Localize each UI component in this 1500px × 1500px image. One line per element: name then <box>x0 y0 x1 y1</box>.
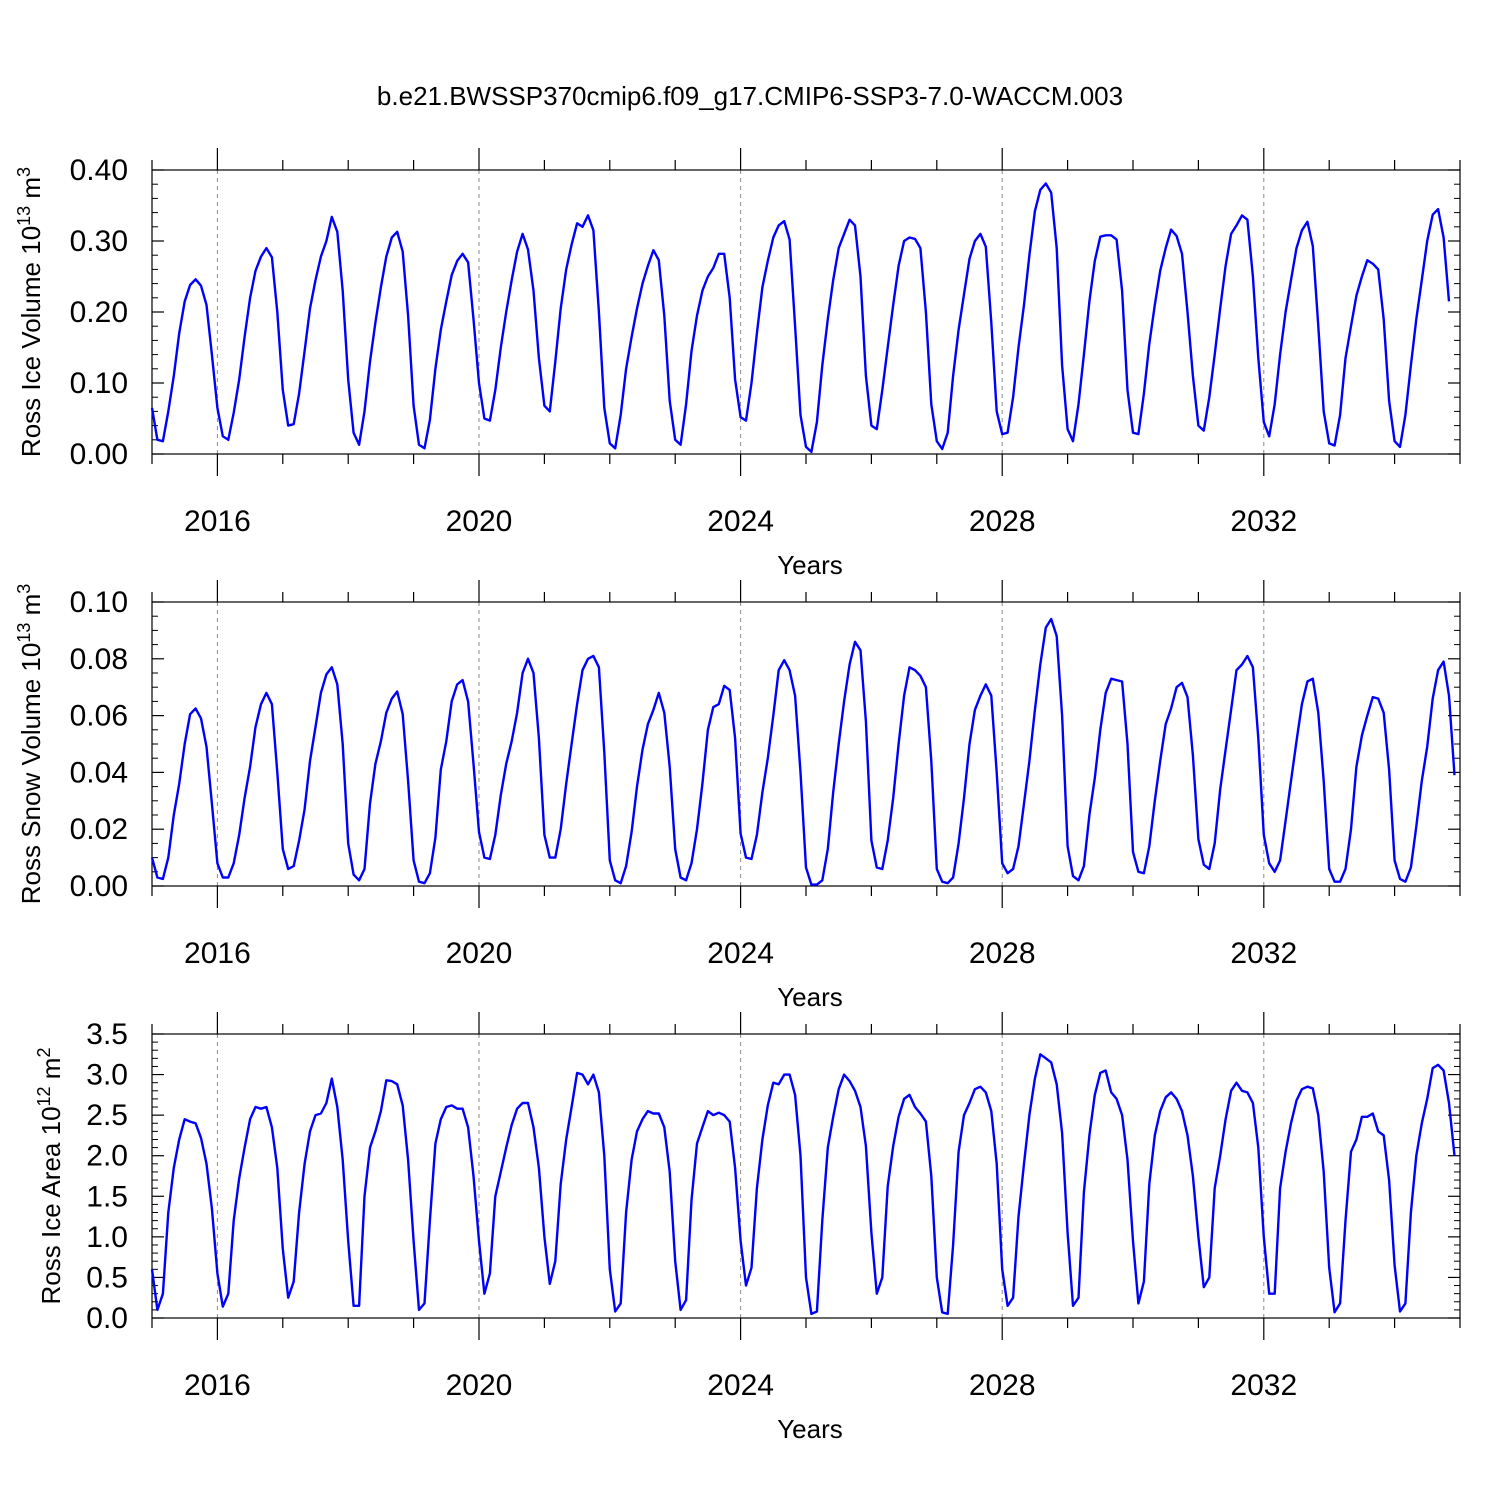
y-tick-label: 2.0 <box>86 1140 128 1173</box>
x-tick-label: 2032 <box>1230 505 1297 538</box>
y-axis-title-part: Ross Ice Area 10 <box>36 1106 66 1304</box>
x-tick-label: 2020 <box>446 1369 513 1402</box>
y-axis-title-part: Ross Snow Volume 10 <box>16 643 46 905</box>
chart-title: b.e21.BWSSP370cmip6.f09_g17.CMIP6-SSP3-7… <box>377 81 1123 111</box>
series-line-ross-snow-volume <box>150 617 1456 886</box>
y-tick-label: 0.00 <box>70 438 128 471</box>
x-tick-label: 2016 <box>184 505 251 538</box>
x-tick-label: 2016 <box>184 937 251 970</box>
y-tick-label: 1.0 <box>86 1221 128 1254</box>
x-tick-label: 2032 <box>1230 1369 1297 1402</box>
y-tick-label: 3.0 <box>86 1059 128 1092</box>
y-axis-title-part: 12 <box>34 1086 54 1106</box>
x-axis-title: Years <box>777 982 843 1012</box>
x-tick-label: 2020 <box>446 937 513 970</box>
x-tick-label: 2028 <box>969 937 1036 970</box>
x-axis-title: Years <box>777 1414 843 1444</box>
panel-2: 0.00 0.02 0.04 0.06 0.08 0.10 2016 2020 2024 2028… <box>14 580 1461 1012</box>
y-axis-title-part: 2 <box>34 1048 54 1058</box>
x-tick-label: 2028 <box>969 505 1036 538</box>
y-tick-label: 1.5 <box>86 1180 128 1213</box>
y-tick-label: 0.08 <box>70 643 128 676</box>
x-tick-label: 2024 <box>707 505 774 538</box>
panel-3: 0.0 0.5 1.0 1.5 2.0 2.5 3.0 3.5 2016 2020 2024 2028… <box>34 1012 1461 1444</box>
x-axis-title: Years <box>777 550 843 580</box>
y-axis-title-part: m <box>16 594 46 623</box>
x-tick-label: 2016 <box>184 1369 251 1402</box>
y-axis-title-part: m <box>16 177 46 206</box>
y-tick-label: 0.10 <box>70 367 128 400</box>
series-line-ross-ice-volume <box>150 182 1451 454</box>
y-tick-label: 2.5 <box>86 1099 128 1132</box>
series-line-ross-ice-area <box>150 1053 1456 1316</box>
x-tick-label: 2032 <box>1230 937 1297 970</box>
y-tick-label: 0.04 <box>70 756 128 789</box>
y-axis-title: Ross Ice Volume 1013 m3 <box>14 167 46 457</box>
y-axis-title-part: m <box>36 1058 66 1087</box>
y-axis-title-part: 3 <box>14 167 34 177</box>
y-axis-title-part: 3 <box>14 584 34 594</box>
y-axis-title-part: 13 <box>14 206 34 226</box>
x-tick-label: 2024 <box>707 937 774 970</box>
y-tick-label: 0.5 <box>86 1261 128 1294</box>
y-axis-title-part: Ross Ice Volume 10 <box>16 226 46 457</box>
y-tick-label: 3.5 <box>86 1018 128 1051</box>
y-axis-title: Ross Ice Area 1012 m2 <box>34 1048 66 1305</box>
y-tick-label: 0.10 <box>70 586 128 619</box>
y-tick-label: 0.02 <box>70 813 128 846</box>
y-tick-label: 0.30 <box>70 225 128 258</box>
y-axis-title: Ross Snow Volume 1013 m3 <box>14 584 46 905</box>
y-tick-label: 0.40 <box>70 154 128 187</box>
y-axis-title-part: 13 <box>14 623 34 643</box>
x-tick-label: 2020 <box>446 505 513 538</box>
y-tick-label: 0.06 <box>70 700 128 733</box>
x-tick-label: 2028 <box>969 1369 1036 1402</box>
panel-1: 0.00 0.10 0.20 0.30 0.40 2016 2020 2024 2028 2032… <box>14 148 1461 580</box>
y-tick-label: 0.0 <box>86 1302 128 1335</box>
x-tick-label: 2024 <box>707 1369 774 1402</box>
y-tick-label: 0.20 <box>70 296 128 329</box>
y-tick-label: 0.00 <box>70 870 128 903</box>
